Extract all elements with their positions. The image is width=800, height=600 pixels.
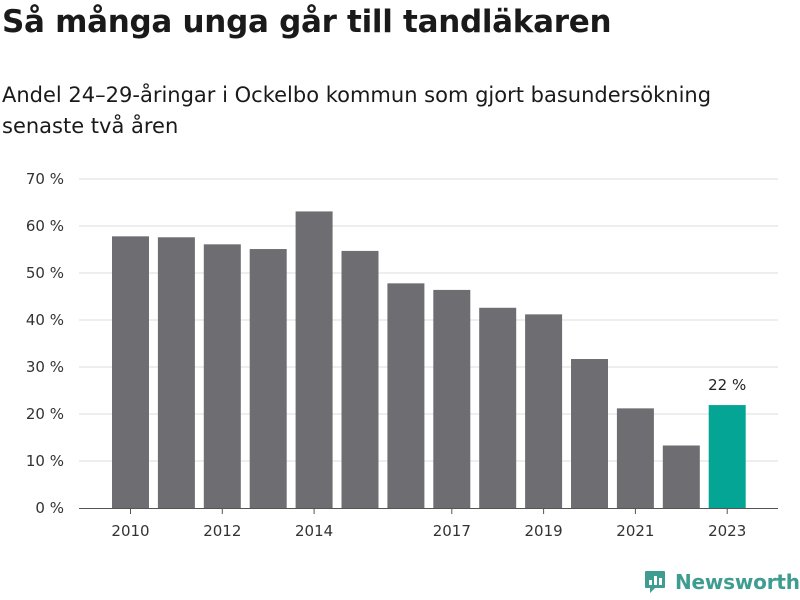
- y-tick-label: 20 %: [26, 405, 64, 423]
- newsworthy-logo-text: Newsworthy: [675, 570, 800, 594]
- x-tick-label: 2010: [111, 522, 149, 540]
- bar-2013: [249, 249, 287, 508]
- bar-2015: [341, 250, 379, 508]
- data-label: 22 %: [708, 376, 746, 394]
- y-tick-label: 60 %: [26, 217, 64, 235]
- x-tick-label: 2012: [203, 522, 241, 540]
- x-tick-label: 2014: [295, 522, 333, 540]
- bar-2022: [662, 445, 700, 508]
- bar-2018: [479, 307, 517, 508]
- bar-2011: [157, 237, 195, 508]
- bar-2014: [295, 211, 333, 508]
- bar-2017: [433, 289, 471, 508]
- x-tick-label: 2019: [525, 522, 563, 540]
- x-tick-label: 2017: [433, 522, 471, 540]
- bar-2012: [203, 244, 241, 508]
- y-tick-label: 10 %: [26, 452, 64, 470]
- chart-title: Så många unga går till tandläkaren: [2, 4, 612, 40]
- x-tick-label: 2023: [708, 522, 746, 540]
- newsworthy-logo-icon: [645, 571, 665, 593]
- newsworthy-logo: Newsworthy: [644, 570, 800, 594]
- y-tick-label: 70 %: [26, 170, 64, 188]
- x-tick-label: 2021: [616, 522, 654, 540]
- y-tick-label: 50 %: [26, 264, 64, 282]
- bar-2010: [112, 236, 149, 508]
- bar-2023: [708, 405, 746, 508]
- y-tick-label: 40 %: [26, 311, 64, 329]
- bar-2019: [525, 314, 563, 508]
- y-tick-label: 30 %: [26, 358, 64, 376]
- y-tick-label: 0 %: [35, 499, 64, 517]
- bar-2021: [616, 408, 654, 508]
- chart-subtitle: Andel 24–29-åringar i Ockelbo kommun som…: [2, 83, 712, 138]
- bar-2016: [387, 283, 425, 508]
- bar-2020: [571, 359, 608, 508]
